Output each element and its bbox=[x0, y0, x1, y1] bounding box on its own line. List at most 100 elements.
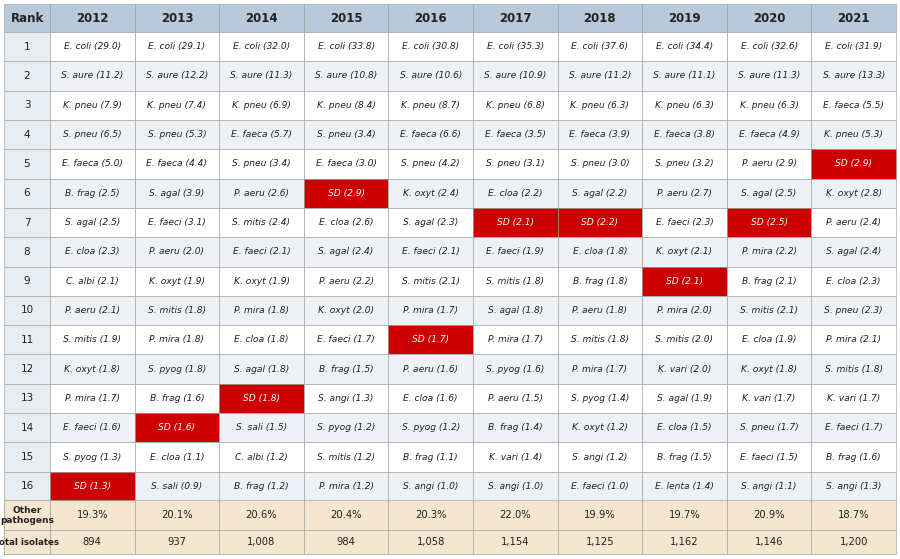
Bar bbox=[4, 267, 50, 296]
Bar bbox=[135, 91, 220, 120]
Text: S. mitis (1.9): S. mitis (1.9) bbox=[63, 335, 122, 344]
Bar bbox=[50, 237, 135, 267]
Text: E. faeci (2.1): E. faeci (2.1) bbox=[232, 247, 291, 257]
Bar bbox=[135, 383, 220, 413]
Text: S. pneu (6.5): S. pneu (6.5) bbox=[63, 130, 122, 139]
Bar bbox=[643, 354, 727, 383]
Bar bbox=[304, 383, 389, 413]
Text: E. faeci (2.3): E. faeci (2.3) bbox=[655, 218, 714, 227]
Text: SD (2.1): SD (2.1) bbox=[666, 277, 703, 286]
Text: P. mira (1.8): P. mira (1.8) bbox=[149, 335, 204, 344]
Bar bbox=[4, 120, 50, 149]
Bar bbox=[389, 237, 473, 267]
Text: SD (1.6): SD (1.6) bbox=[158, 423, 195, 432]
Text: K. pneu (6.3): K. pneu (6.3) bbox=[655, 101, 714, 110]
Bar bbox=[50, 91, 135, 120]
Text: S. sali (0.9): S. sali (0.9) bbox=[151, 482, 202, 491]
Text: Other
pathogens: Other pathogens bbox=[0, 505, 54, 525]
Bar bbox=[304, 208, 389, 237]
Bar bbox=[220, 61, 304, 91]
Text: K. pneu (8.4): K. pneu (8.4) bbox=[317, 101, 375, 110]
Bar bbox=[812, 354, 896, 383]
Bar bbox=[304, 267, 389, 296]
Text: S. aure (12.2): S. aure (12.2) bbox=[146, 72, 208, 80]
Bar bbox=[558, 91, 643, 120]
Bar bbox=[135, 178, 220, 208]
Bar bbox=[389, 91, 473, 120]
Bar bbox=[50, 208, 135, 237]
Bar bbox=[389, 472, 473, 501]
Bar bbox=[812, 413, 896, 442]
Bar bbox=[220, 91, 304, 120]
Bar bbox=[389, 530, 473, 555]
Text: 15: 15 bbox=[21, 452, 33, 462]
Bar bbox=[727, 32, 812, 61]
Text: S. aure (11.1): S. aure (11.1) bbox=[653, 72, 716, 80]
Bar bbox=[558, 61, 643, 91]
Text: E. coli (30.8): E. coli (30.8) bbox=[402, 42, 459, 51]
Bar bbox=[220, 413, 304, 442]
Bar bbox=[643, 61, 727, 91]
Text: P. mira (1.2): P. mira (1.2) bbox=[319, 482, 373, 491]
Text: B. frag (1.5): B. frag (1.5) bbox=[657, 453, 712, 462]
Text: K. vari (1.7): K. vari (1.7) bbox=[742, 394, 796, 403]
Text: 20.4%: 20.4% bbox=[330, 510, 362, 520]
Text: B. frag (1.2): B. frag (1.2) bbox=[234, 482, 289, 491]
Text: E. lenta (1.4): E. lenta (1.4) bbox=[655, 482, 714, 491]
Text: SD (2.1): SD (2.1) bbox=[497, 218, 534, 227]
Text: 2017: 2017 bbox=[499, 12, 532, 25]
Bar bbox=[220, 208, 304, 237]
Text: E. faeca (3.0): E. faeca (3.0) bbox=[316, 159, 376, 168]
Bar bbox=[304, 149, 389, 178]
Bar bbox=[389, 178, 473, 208]
Text: S. pneu (4.2): S. pneu (4.2) bbox=[401, 159, 460, 168]
Text: SD (1.8): SD (1.8) bbox=[243, 394, 280, 403]
Bar bbox=[50, 149, 135, 178]
Text: K. vari (1.4): K. vari (1.4) bbox=[489, 453, 542, 462]
Bar bbox=[812, 296, 896, 325]
Text: 2019: 2019 bbox=[668, 12, 701, 25]
Bar bbox=[643, 178, 727, 208]
Text: E. cloa (1.5): E. cloa (1.5) bbox=[657, 423, 712, 432]
Text: P. aeru (2.6): P. aeru (2.6) bbox=[234, 189, 289, 198]
Text: S. angi (1.3): S. angi (1.3) bbox=[826, 482, 881, 491]
Text: K. oxyt (2.8): K. oxyt (2.8) bbox=[825, 189, 882, 198]
Bar bbox=[220, 120, 304, 149]
Text: 9: 9 bbox=[23, 276, 31, 286]
Bar bbox=[304, 120, 389, 149]
Bar bbox=[220, 383, 304, 413]
Bar bbox=[389, 120, 473, 149]
Bar bbox=[727, 383, 812, 413]
Text: SD (2.2): SD (2.2) bbox=[581, 218, 618, 227]
Bar bbox=[558, 237, 643, 267]
Text: 1: 1 bbox=[23, 42, 31, 51]
Text: E. coli (29.1): E. coli (29.1) bbox=[148, 42, 205, 51]
Text: E. faeca (6.6): E. faeca (6.6) bbox=[400, 130, 461, 139]
Bar bbox=[304, 500, 389, 530]
Text: S. pneu (3.1): S. pneu (3.1) bbox=[486, 159, 544, 168]
Bar bbox=[50, 4, 135, 32]
Text: S. agal (2.3): S. agal (2.3) bbox=[403, 218, 458, 227]
Text: S. aure (11.3): S. aure (11.3) bbox=[738, 72, 800, 80]
Bar bbox=[727, 149, 812, 178]
Text: P. mira (2.1): P. mira (2.1) bbox=[826, 335, 881, 344]
Text: S. agal (2.5): S. agal (2.5) bbox=[65, 218, 120, 227]
Bar bbox=[812, 120, 896, 149]
Bar bbox=[220, 325, 304, 354]
Bar bbox=[304, 237, 389, 267]
Text: 2013: 2013 bbox=[160, 12, 194, 25]
Bar bbox=[135, 208, 220, 237]
Bar bbox=[558, 500, 643, 530]
Text: E. faeca (3.8): E. faeca (3.8) bbox=[654, 130, 715, 139]
Text: S. angi (1.3): S. angi (1.3) bbox=[319, 394, 373, 403]
Text: S. pneu (3.4): S. pneu (3.4) bbox=[317, 130, 375, 139]
Text: E. coli (32.6): E. coli (32.6) bbox=[741, 42, 797, 51]
Text: 3: 3 bbox=[23, 100, 31, 110]
Bar bbox=[727, 500, 812, 530]
Text: S. pneu (3.4): S. pneu (3.4) bbox=[232, 159, 291, 168]
Text: 2012: 2012 bbox=[76, 12, 109, 25]
Text: 19.3%: 19.3% bbox=[76, 510, 108, 520]
Text: K. pneu (6.3): K. pneu (6.3) bbox=[571, 101, 629, 110]
Text: K. vari (1.7): K. vari (1.7) bbox=[827, 394, 880, 403]
Bar bbox=[643, 530, 727, 555]
